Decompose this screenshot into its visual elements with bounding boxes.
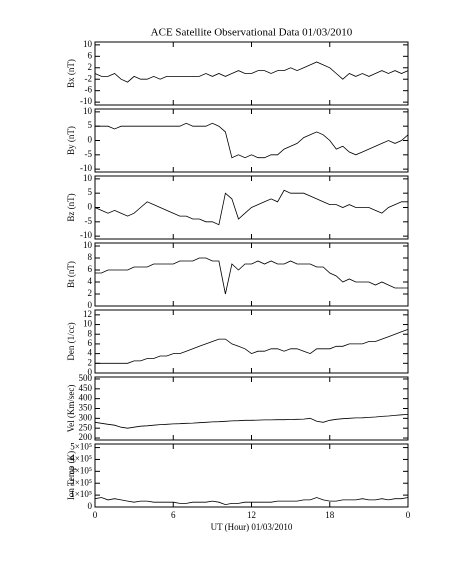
y-tick-label: 400 xyxy=(79,393,93,403)
data-line xyxy=(95,257,408,295)
chart-title: ACE Satellite Observational Data 01/03/2… xyxy=(151,27,353,39)
y-axis-label: Bx (nT) xyxy=(66,59,76,88)
y-tick-label: 10 xyxy=(83,240,93,250)
y-tick-label: -5 xyxy=(85,149,93,159)
data-line xyxy=(94,61,409,83)
y-tick-label: 2 xyxy=(88,62,93,72)
y-tick-label: 5 xyxy=(88,187,93,197)
y-tick-label: 0 xyxy=(88,501,93,511)
y-tick-label: 200 xyxy=(79,432,93,442)
y-tick-label: 6 xyxy=(88,50,93,60)
x-tick-label: 12 xyxy=(247,510,256,520)
x-tick-label: 0 xyxy=(93,510,98,520)
y-axis-label: Bt (nT) xyxy=(66,261,76,288)
data-line xyxy=(95,122,409,159)
data-line xyxy=(94,497,409,506)
y-tick-label: 5×10⁵ xyxy=(70,442,92,452)
y-tick-label: -10 xyxy=(80,230,92,240)
y-tick-label: 12 xyxy=(83,309,92,319)
x-tick-label: 18 xyxy=(325,510,335,520)
y-tick-label: 2 xyxy=(88,288,93,298)
y-tick-label: 4×10⁵ xyxy=(70,454,92,464)
y-tick-label: 4 xyxy=(88,348,93,358)
y-tick-label: 10 xyxy=(83,173,93,183)
y-tick-label: 10 xyxy=(83,106,93,116)
y-tick-label: 10 xyxy=(83,319,93,329)
x-tick-label: 6 xyxy=(171,510,176,520)
y-tick-label: -2 xyxy=(85,73,93,83)
x-tick-label: 0 xyxy=(406,510,411,520)
x-axis-label: UT (Hour) 01/03/2010 xyxy=(211,522,293,532)
data-line xyxy=(94,414,409,429)
y-tick-label: 2×10⁵ xyxy=(70,477,92,487)
y-tick-label: 300 xyxy=(79,412,93,422)
y-tick-label: 10 xyxy=(83,39,93,49)
y-tick-label: 8 xyxy=(88,252,93,262)
y-tick-label: 1×10⁵ xyxy=(70,489,92,499)
data-line xyxy=(95,329,409,364)
y-axis-label: Den (1/cc) xyxy=(66,322,76,360)
y-tick-label: 5 xyxy=(88,120,93,130)
y-tick-label: -10 xyxy=(80,163,92,173)
y-tick-label: -10 xyxy=(80,96,92,106)
y-tick-label: 0 xyxy=(88,367,93,377)
y-tick-label: 0 xyxy=(88,202,93,212)
y-axis-label: By (nT) xyxy=(66,126,76,155)
y-tick-label: 250 xyxy=(79,422,93,432)
y-axis-label: Vel (Km/sec) xyxy=(66,385,76,433)
y-tick-label: 0 xyxy=(88,135,93,145)
y-axis-label: Bz (nT) xyxy=(66,193,76,221)
y-tick-label: 4 xyxy=(88,276,93,286)
y-tick-label: 500 xyxy=(79,373,93,383)
y-tick-label: 0 xyxy=(88,300,93,310)
y-tick-label: 3×10⁵ xyxy=(70,465,92,475)
y-tick-label: 6 xyxy=(88,338,93,348)
y-tick-label: -6 xyxy=(85,85,93,95)
data-line xyxy=(94,189,408,226)
y-tick-label: -5 xyxy=(85,216,93,226)
y-tick-label: 450 xyxy=(79,383,93,393)
y-tick-label: 2 xyxy=(88,357,93,367)
y-tick-label: 6 xyxy=(88,264,93,274)
y-axis-label: Ion Temp (K) xyxy=(66,451,76,500)
y-tick-label: 8 xyxy=(88,328,93,338)
y-tick-label: 350 xyxy=(79,403,93,413)
